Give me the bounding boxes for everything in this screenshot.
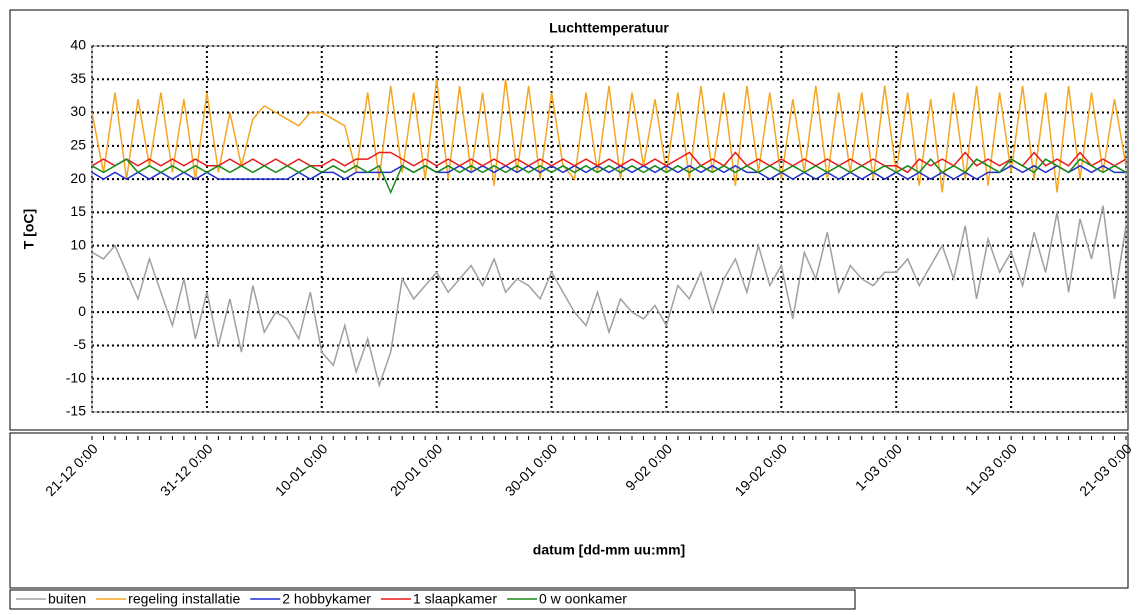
y-tick-label: 40 <box>70 37 86 53</box>
legend-label: 2 hobbykamer <box>282 591 371 607</box>
y-tick-label: -5 <box>74 336 87 352</box>
y-axis-label: T [oC] <box>21 209 37 249</box>
y-tick-label: 5 <box>78 270 86 286</box>
y-tick-label: -15 <box>66 403 86 419</box>
legend-label: 1 slaapkamer <box>413 591 497 607</box>
y-tick-label: -10 <box>66 369 86 385</box>
legend-label: 0 w oonkamer <box>539 591 627 607</box>
plot-border <box>91 45 1127 413</box>
axis-frame <box>9 432 1129 589</box>
legend-label: regeling installatie <box>128 591 240 607</box>
series-line <box>91 164 1126 180</box>
legend-label: buiten <box>48 591 86 607</box>
x-axis-label: datum [dd-mm uu:mm] <box>533 542 685 558</box>
series-line <box>91 79 1127 193</box>
y-tick-label: 30 <box>70 103 86 119</box>
series-line <box>91 205 1127 389</box>
plot-area <box>91 45 1127 413</box>
y-tick-label: 10 <box>70 236 86 252</box>
y-tick-label: 35 <box>70 70 86 86</box>
y-tick-label: 25 <box>70 137 86 153</box>
series-line <box>91 157 1127 195</box>
y-tick-label: 0 <box>78 303 86 319</box>
chart-title: Luchttemperatuur <box>549 20 669 36</box>
y-tick-label: 15 <box>70 203 86 219</box>
y-tick-label: 20 <box>70 170 86 186</box>
legend-frame <box>9 589 856 610</box>
